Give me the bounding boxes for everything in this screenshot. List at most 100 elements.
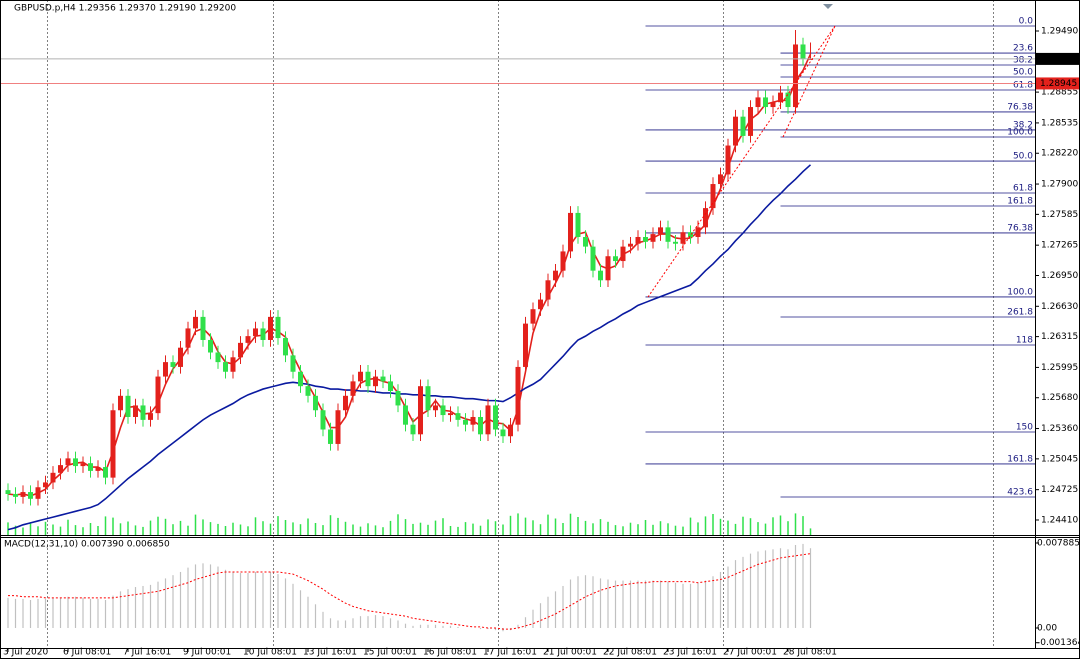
price-box: [1036, 77, 1079, 90]
candle-body: [395, 390, 401, 406]
volume-bar: [644, 520, 647, 535]
moving-average: [7, 164, 812, 531]
candle-body: [718, 174, 723, 185]
x-tick-label: 10 Jul 08:01: [243, 648, 297, 658]
candle-body: [223, 362, 228, 372]
candle-body: [163, 362, 168, 377]
volume-bar: [82, 527, 84, 535]
volume-bar: [22, 527, 24, 535]
fib-label: 61.8: [1013, 81, 1033, 91]
volume-bar: [547, 514, 549, 535]
candle-body: [650, 234, 656, 242]
candle-body: [703, 208, 708, 228]
candle-body: [5, 490, 11, 494]
candle-body: [28, 492, 33, 499]
fib-label: 38.2: [1013, 120, 1033, 130]
volume-bar: [172, 524, 174, 535]
volume-bar: [637, 524, 639, 535]
shift-marker: [823, 4, 833, 9]
volume-bar: [659, 521, 662, 535]
y-tick-label: 1.27900: [1041, 180, 1078, 190]
candle-body: [658, 227, 663, 235]
volume-bar: [284, 520, 287, 535]
candle-body: [328, 429, 333, 444]
volume-bar: [202, 519, 204, 535]
fib-label: 100.0: [1007, 127, 1033, 137]
volume-bar: [674, 525, 677, 535]
volume-bar: [457, 526, 459, 535]
candle-body: [80, 463, 86, 467]
volume-bar: [209, 522, 212, 535]
candle-body: [335, 410, 341, 444]
candle-body: [268, 316, 273, 340]
fib-label: 0.0: [1019, 16, 1034, 26]
volume-bar: [52, 524, 54, 535]
volume-bar: [464, 522, 467, 535]
candle-body: [755, 97, 761, 108]
candle-body: [515, 366, 521, 425]
volume-bar: [157, 516, 159, 535]
x-tick-label: 27 Jul 00:01: [723, 648, 777, 658]
y-tick-label: 1.24410: [1041, 515, 1078, 525]
y-tick-label: 1.26950: [1041, 271, 1078, 281]
candle-body: [418, 386, 423, 435]
candle-body: [140, 405, 146, 420]
volume-bar: [74, 525, 77, 535]
candle-body: [125, 395, 131, 417]
fib-trendlines: [647, 25, 836, 298]
candle-body: [485, 405, 491, 435]
volume-bar: [787, 521, 789, 535]
x-tick-label: 28 Jul 08:01: [783, 648, 837, 658]
candle-body: [118, 395, 123, 411]
candle-body: [313, 395, 318, 411]
candle-body: [388, 381, 393, 391]
candle-body: [800, 44, 806, 59]
volume-bar: [217, 523, 219, 535]
volume-bar: [599, 519, 602, 535]
candle-body: [245, 336, 251, 343]
candle-body: [50, 472, 56, 483]
candle-body: [673, 241, 678, 244]
candle-body: [628, 243, 633, 247]
volume-bar: [329, 515, 332, 535]
candle-body: [740, 116, 746, 136]
candle-body: [365, 371, 371, 387]
x-tick-label: 7 Jul 16:01: [123, 648, 171, 658]
volume-bar: [254, 517, 257, 535]
volume-bar: [344, 521, 347, 535]
candle-body: [380, 376, 386, 382]
candle-body: [785, 92, 791, 108]
volume-bar: [359, 526, 362, 535]
y-tick-label: 1.29490: [1041, 26, 1078, 36]
volume-bar: [727, 520, 729, 535]
volume-bar: [614, 525, 617, 535]
x-tick-label: 17 Jul 16:01: [483, 648, 537, 658]
x-tick-label: 15 Jul 00:01: [363, 648, 417, 658]
fib-label: 261.8: [1007, 307, 1033, 317]
candle-body: [530, 309, 536, 324]
volume-bar: [119, 523, 122, 535]
volume-bar: [742, 516, 744, 535]
candle-body: [583, 236, 588, 247]
volume-bar: [97, 526, 99, 535]
volume-bar: [292, 522, 294, 535]
volume-bar: [299, 524, 302, 535]
axis-labels: 1.29490 1.28855 1.28535 1.28220 1.27900 1.275…: [3, 26, 1080, 657]
candle-body: [290, 355, 296, 372]
volume-bar: [712, 514, 714, 535]
fib-label: 100.0: [1007, 287, 1033, 297]
fib-label: 161.8: [1007, 196, 1033, 206]
volume-bar: [719, 518, 722, 535]
candle-body: [590, 246, 596, 271]
fib-label: 118: [1016, 335, 1033, 345]
candle-body: [635, 236, 641, 244]
volume-bar: [322, 525, 324, 535]
volume-bar: [517, 513, 519, 535]
fib-label: 38.2: [1013, 55, 1033, 65]
volume-bar: [442, 518, 444, 535]
y-tick-label: -0.001364: [1037, 638, 1080, 648]
fib-trendline: [782, 25, 836, 138]
volume-bar: [734, 523, 737, 535]
candle-body: [358, 371, 363, 382]
